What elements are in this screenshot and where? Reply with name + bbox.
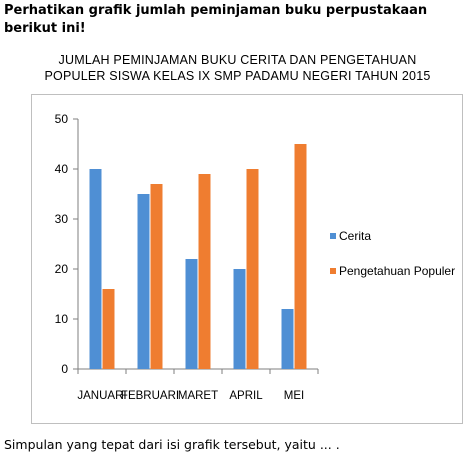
y-tick-label: 50 bbox=[55, 112, 69, 126]
y-tick-label: 10 bbox=[55, 312, 69, 326]
bar-pengetahuan-populer bbox=[102, 289, 115, 369]
y-tick-label: 20 bbox=[55, 262, 69, 276]
chart-frame bbox=[31, 94, 463, 424]
legend-label: Pengetahuan Populer bbox=[339, 264, 455, 278]
y-tick-label: 40 bbox=[55, 162, 69, 176]
x-category-label: FEBRUARI bbox=[121, 390, 179, 402]
chart-title-line-1: JUMLAH PEMINJAMAN BUKU CERITA DAN PENGET… bbox=[58, 53, 417, 67]
bar-cerita bbox=[137, 194, 150, 369]
x-category-label: MEI bbox=[284, 390, 304, 402]
bar-pengetahuan-populer bbox=[198, 174, 211, 369]
y-tick-label: 0 bbox=[61, 362, 68, 376]
x-category-label: APRIL bbox=[229, 390, 263, 402]
chart-title: JUMLAH PEMINJAMAN BUKU CERITA DAN PENGET… bbox=[0, 52, 475, 84]
intro-text: Perhatikan grafik jumlah peminjaman buku… bbox=[4, 3, 428, 36]
legend-label: Cerita bbox=[339, 229, 371, 243]
bar-pengetahuan-populer bbox=[150, 184, 163, 369]
x-category-label: JANUARI bbox=[77, 390, 126, 402]
bar-cerita bbox=[89, 169, 102, 369]
legend-swatch bbox=[330, 268, 336, 274]
y-tick-label: 30 bbox=[55, 212, 69, 226]
legend-swatch bbox=[330, 233, 336, 239]
question-text: Simpulan yang tepat dari isi grafik ters… bbox=[4, 437, 340, 452]
bar-cerita bbox=[185, 259, 198, 369]
bar-cerita bbox=[233, 269, 246, 369]
bar-pengetahuan-populer bbox=[294, 144, 307, 369]
x-category-label: MARET bbox=[178, 390, 218, 402]
bar-cerita bbox=[281, 309, 294, 369]
chart-title-line-2: POPULER SISWA KELAS IX SMP PADAMU NEGERI… bbox=[44, 69, 431, 83]
bar-pengetahuan-populer bbox=[246, 169, 259, 369]
